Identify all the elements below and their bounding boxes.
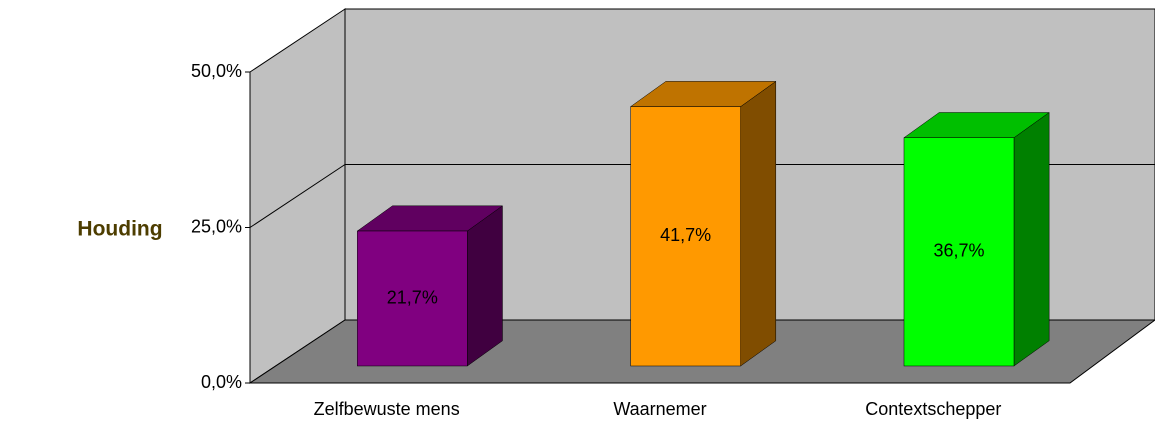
x-tick-label: Waarnemer: [613, 399, 706, 419]
bar-side: [740, 80, 777, 367]
data-label: 21,7%: [387, 287, 438, 307]
y-axis-title: Houding: [77, 218, 162, 241]
data-label: 36,7%: [933, 241, 984, 261]
bar: [903, 137, 1015, 367]
bar: [630, 106, 741, 367]
bar-side: [1013, 112, 1050, 367]
data-label: 41,7%: [660, 225, 711, 245]
x-tick-label: Zelfbewuste mens: [314, 399, 460, 419]
grid-line: [249, 164, 346, 228]
x-tick-label: Contextschepper: [865, 399, 1001, 419]
y-tick-label: 50,0%: [191, 61, 242, 81]
y-tick-label: 0,0%: [201, 372, 242, 392]
y-tick-label: 25,0%: [191, 216, 242, 236]
bar-side: [467, 205, 503, 367]
bar: [357, 230, 468, 367]
